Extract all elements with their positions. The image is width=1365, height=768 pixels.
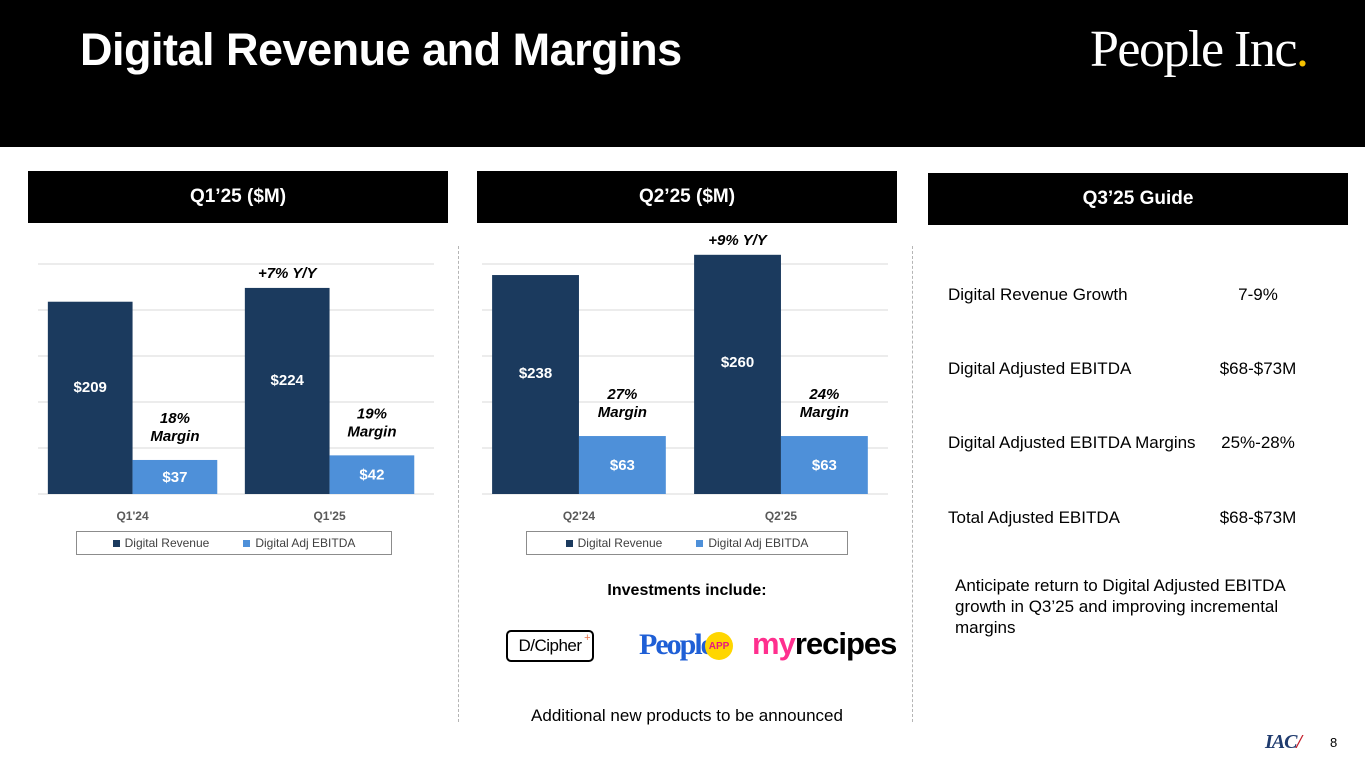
q2-bar-chart: $238$63Q2'2427%Margin$260$63Q2'2524%Marg…	[482, 232, 888, 523]
margin-annotation-pct: 27%	[606, 386, 637, 403]
header-bar: Digital Revenue and Margins People Inc.	[0, 0, 1365, 147]
additional-products-note: Additional new products to be announced	[531, 706, 843, 725]
margin-annotation-label: Margin	[347, 423, 396, 440]
legend-swatch-revenue	[112, 539, 120, 547]
logo-text: People Inc	[1090, 21, 1297, 78]
q2-panel-header: Q2’25 ($M)	[477, 171, 897, 223]
legend-label-ebitda: Digital Adj EBITDA	[255, 536, 356, 550]
revenue-data-label: $209	[74, 379, 107, 396]
panel-divider-right	[912, 246, 913, 722]
revenue-bar	[244, 287, 330, 494]
guide-value: 7-9%	[1238, 285, 1278, 304]
guide-value: $68-$73M	[1219, 508, 1297, 527]
people-app-logo: People	[639, 628, 714, 662]
margin-annotation-pct: 24%	[808, 386, 839, 403]
x-tick-label: Q2'24	[563, 509, 596, 523]
myrecipes-my: my	[752, 626, 796, 661]
guide-label: Digital Revenue Growth	[948, 285, 1128, 304]
ebitda-bar	[329, 455, 415, 494]
q2-legend: Digital Revenue Digital Adj EBITDA	[526, 531, 848, 555]
revenue-bar	[492, 275, 579, 494]
q1-legend: Digital Revenue Digital Adj EBITDA	[76, 531, 392, 555]
margin-annotation-label: Margin	[800, 404, 849, 421]
guide-note: Anticipate return to Digital Adjusted EB…	[955, 576, 1285, 637]
ebitda-data-label: $63	[812, 457, 837, 474]
legend-label-ebitda: Digital Adj EBITDA	[708, 536, 809, 550]
iac-logo: IAC/	[1265, 731, 1302, 754]
logo-dot: .	[1295, 21, 1309, 78]
margin-annotation-label: Margin	[150, 428, 199, 445]
guide-value: 25%-28%	[1221, 433, 1295, 452]
legend-swatch-ebitda	[696, 539, 704, 547]
legend-label-revenue: Digital Revenue	[124, 536, 210, 550]
q3-panel-header: Q3’25 Guide	[928, 173, 1348, 225]
legend-label-revenue: Digital Revenue	[577, 536, 663, 550]
legend-swatch-ebitda	[243, 539, 251, 547]
legend-item-revenue: Digital Revenue	[565, 536, 663, 550]
page-number: 8	[1330, 735, 1338, 750]
ebitda-data-label: $63	[610, 457, 635, 474]
margin-annotation-label: Margin	[598, 404, 647, 421]
guide-label: Digital Adjusted EBITDA Margins	[948, 433, 1196, 452]
revenue-data-label: $260	[721, 354, 754, 371]
guide-label: Digital Adjusted EBITDA	[948, 359, 1132, 378]
dcipher-logo-text: D/Cipher	[518, 636, 582, 655]
legend-item-ebitda: Digital Adj EBITDA	[243, 536, 355, 550]
page-title: Digital Revenue and Margins	[80, 24, 682, 75]
investments-heading: Investments include:	[607, 582, 767, 599]
ebitda-bar	[132, 459, 218, 494]
revenue-bar	[694, 254, 781, 494]
legend-item-revenue: Digital Revenue	[112, 536, 210, 550]
growth-annotation: +9% Y/Y	[708, 232, 769, 249]
dcipher-plus: +	[584, 632, 590, 644]
ebitda-data-label: $42	[359, 467, 384, 484]
x-tick-label: Q1'24	[116, 509, 149, 523]
ebitda-bar	[780, 436, 868, 494]
ebitda-bar	[578, 436, 666, 494]
app-badge: APP	[705, 632, 733, 660]
ebitda-data-label: $37	[162, 469, 187, 486]
revenue-data-label: $238	[519, 365, 552, 382]
x-tick-label: Q1'25	[313, 509, 346, 523]
q1-panel-header: Q1’25 ($M)	[28, 171, 448, 223]
revenue-data-label: $224	[271, 372, 305, 389]
guide-label: Total Adjusted EBITDA	[948, 508, 1120, 527]
growth-annotation: +7% Y/Y	[258, 265, 319, 282]
myrecipes-recipes: recipes	[794, 626, 898, 661]
dcipher-logo: D/Cipher +	[506, 630, 594, 662]
guide-value: $68-$73M	[1219, 359, 1297, 378]
x-tick-label: Q2'25	[765, 509, 798, 523]
q1-bar-chart: $209$37Q1'2418%Margin$224$42Q1'2519%Marg…	[38, 263, 434, 523]
people-inc-logo: People Inc.	[1090, 20, 1309, 79]
iac-logo-accent: /	[1296, 731, 1302, 753]
legend-swatch-revenue	[565, 539, 573, 547]
iac-logo-text: IAC	[1265, 731, 1297, 753]
panel-divider-left	[458, 246, 459, 722]
legend-item-ebitda: Digital Adj EBITDA	[696, 536, 808, 550]
revenue-bar	[47, 301, 133, 494]
myrecipes-logo: myrecipes	[752, 626, 898, 662]
margin-annotation-pct: 18%	[160, 410, 190, 427]
margin-annotation-pct: 19%	[357, 405, 387, 422]
people-app-text: People	[639, 628, 714, 661]
